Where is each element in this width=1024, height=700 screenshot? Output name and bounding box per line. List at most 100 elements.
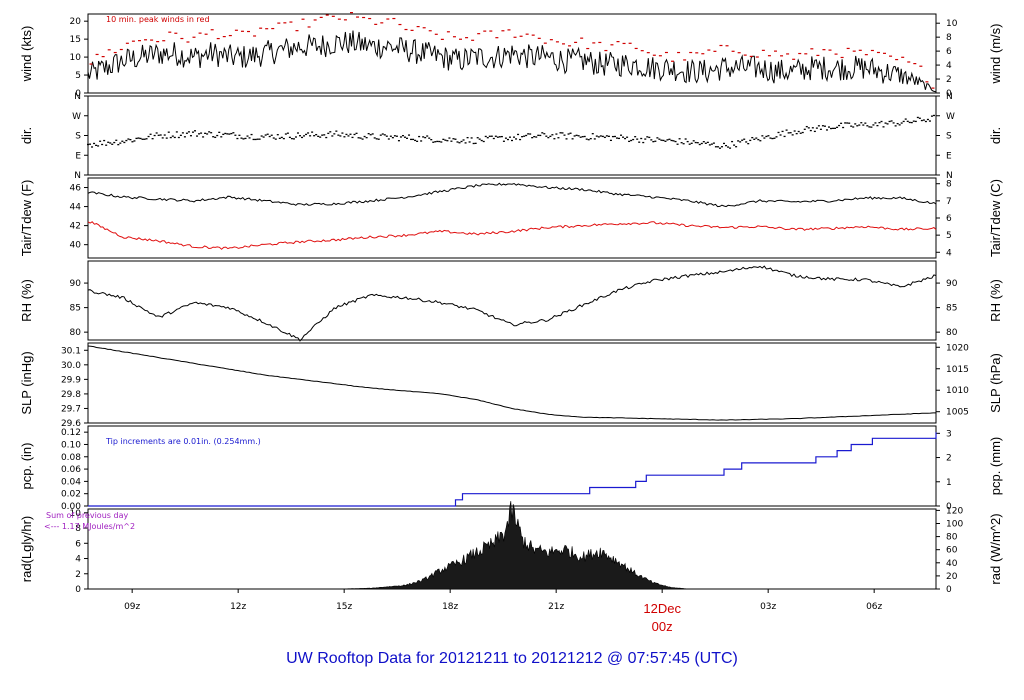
wind-direction-point [725, 144, 728, 147]
right-tick-label: 8 [946, 180, 952, 190]
wind-direction-point [618, 137, 621, 140]
wind-direction-point [642, 141, 645, 144]
wind-direction-point [842, 126, 845, 129]
left-tick-label: 0 [75, 585, 81, 595]
wind-direction-point [113, 141, 116, 144]
wind-direction-point [712, 142, 715, 144]
left-tick-label: 29.8 [61, 390, 81, 400]
wind-direction-point [143, 138, 146, 140]
wind-direction-point [305, 133, 308, 136]
wind-direction-point [628, 140, 631, 143]
wind-direction-point [286, 132, 289, 134]
radiation-sum-label: Sum of previous day [46, 511, 128, 520]
wind-direction-point [749, 139, 752, 142]
wind-direction-point [876, 124, 879, 127]
wind-direction-point [553, 138, 556, 140]
wind-direction-point [807, 127, 810, 129]
wind-direction-point [327, 132, 330, 135]
left-tick-label: N [74, 171, 81, 181]
wind-direction-point [387, 138, 390, 140]
wind-direction-point [894, 125, 897, 127]
left-tick-label: 0.10 [61, 440, 81, 450]
wind-direction-point [486, 137, 489, 139]
radiation-sum-value: <--- 1.17 MJoules/m^2 [44, 522, 135, 531]
wind-direction-point [173, 136, 176, 139]
wind-direction-point [692, 140, 695, 142]
wind-direction-point [272, 137, 275, 139]
wind-direction-point [551, 134, 554, 136]
wind-direction-point [714, 146, 717, 148]
wind-direction-point [763, 137, 766, 139]
wind-direction-point [262, 136, 265, 138]
right-tick-label: 80 [946, 533, 958, 543]
wind-direction-point [930, 115, 933, 117]
wind-direction-point [353, 133, 356, 136]
wind-direction-point [583, 135, 586, 138]
wind-direction-point [716, 146, 719, 148]
wind-direction-point [914, 120, 917, 123]
right-tick-label: N [946, 92, 953, 102]
wind-direction-point [242, 138, 245, 140]
wind-direction-point [515, 138, 518, 140]
wind-direction-point [696, 142, 699, 144]
wind-direction-point [424, 136, 427, 139]
sea-level-pressure-line [87, 345, 936, 421]
wind-direction-point [137, 137, 140, 139]
wind-direction-point [480, 139, 483, 142]
wind-direction-point [410, 138, 413, 141]
wind-direction-point [244, 137, 247, 140]
right-axis-label-rh: RH (%) [988, 279, 1003, 322]
wind-direction-point [777, 131, 780, 134]
wind-direction-point [266, 133, 269, 135]
right-tick-label: 4 [946, 61, 952, 71]
wind-direction-point [482, 140, 485, 143]
wind-direction-points [87, 114, 935, 149]
right-axis-label-temp: Tair/Tdew (C) [988, 179, 1003, 257]
wind-direction-point [89, 143, 92, 145]
wind-direction-point [698, 143, 701, 146]
wind-direction-point [317, 135, 320, 138]
wind-direction-point [278, 137, 281, 139]
right-tick-label: 85 [946, 304, 957, 314]
wind-direction-point [139, 137, 142, 140]
wind-direction-point [759, 140, 762, 142]
wind-direction-point [95, 144, 98, 147]
wind-direction-point [519, 138, 522, 141]
wind-direction-point [700, 142, 703, 145]
left-tick-label: 0.12 [61, 428, 81, 438]
wind-direction-point [323, 134, 326, 136]
wind-direction-point [403, 136, 406, 138]
wind-direction-point [799, 132, 802, 134]
wind-direction-point [805, 125, 808, 128]
x-tick-label: 03z [760, 602, 776, 612]
wind-direction-point [159, 134, 162, 136]
wind-direction-point [856, 125, 859, 127]
x-tick-label: 06z [866, 602, 882, 612]
left-tick-label: 0.08 [61, 453, 81, 463]
wind-direction-point [187, 131, 190, 133]
right-tick-label: 2 [946, 454, 952, 464]
wind-direction-point [858, 124, 861, 126]
wind-direction-point [200, 132, 203, 134]
wind-direction-point [658, 138, 661, 140]
wind-direction-point [593, 138, 596, 140]
wind-direction-point [414, 139, 417, 142]
wind-direction-point [666, 139, 669, 141]
wind-direction-point [531, 137, 534, 139]
wind-direction-point [258, 138, 261, 140]
wind-direction-point [533, 135, 536, 138]
wind-direction-point [517, 133, 520, 136]
wind-direction-point [850, 125, 853, 127]
wind-direction-point [315, 133, 318, 136]
left-tick-label: 4 [75, 555, 81, 565]
wind-direction-point [125, 139, 128, 142]
wind-direction-point [226, 133, 229, 135]
relative-humidity-line [87, 265, 937, 342]
wind-direction-point [664, 140, 667, 142]
wind-direction-point [525, 134, 528, 137]
wind-direction-point [391, 137, 394, 139]
wind-direction-point [632, 138, 635, 141]
wind-direction-point [105, 144, 108, 146]
wind-direction-point [406, 137, 409, 139]
